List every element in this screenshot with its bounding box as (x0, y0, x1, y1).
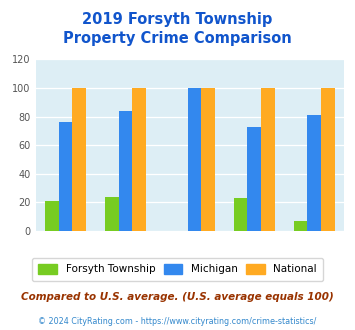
Bar (119, 111, 132, 231)
Bar (234, 198, 247, 231)
Bar (105, 197, 119, 231)
Bar (45, 201, 59, 231)
Bar (261, 88, 275, 231)
Legend: Forsyth Township, Michigan, National: Forsyth Township, Michigan, National (32, 258, 323, 281)
Bar (321, 88, 335, 231)
Text: Property Crime Comparison: Property Crime Comparison (63, 31, 292, 46)
Bar (294, 221, 307, 231)
Bar (307, 115, 321, 231)
Bar (201, 88, 215, 231)
Bar (72, 88, 86, 231)
Text: © 2024 CityRating.com - https://www.cityrating.com/crime-statistics/: © 2024 CityRating.com - https://www.city… (38, 317, 317, 326)
Text: 2019 Forsyth Township: 2019 Forsyth Township (82, 12, 273, 26)
Bar (187, 88, 201, 231)
Bar (132, 88, 146, 231)
Bar (59, 122, 72, 231)
Bar (247, 127, 261, 231)
Text: Compared to U.S. average. (U.S. average equals 100): Compared to U.S. average. (U.S. average … (21, 292, 334, 302)
